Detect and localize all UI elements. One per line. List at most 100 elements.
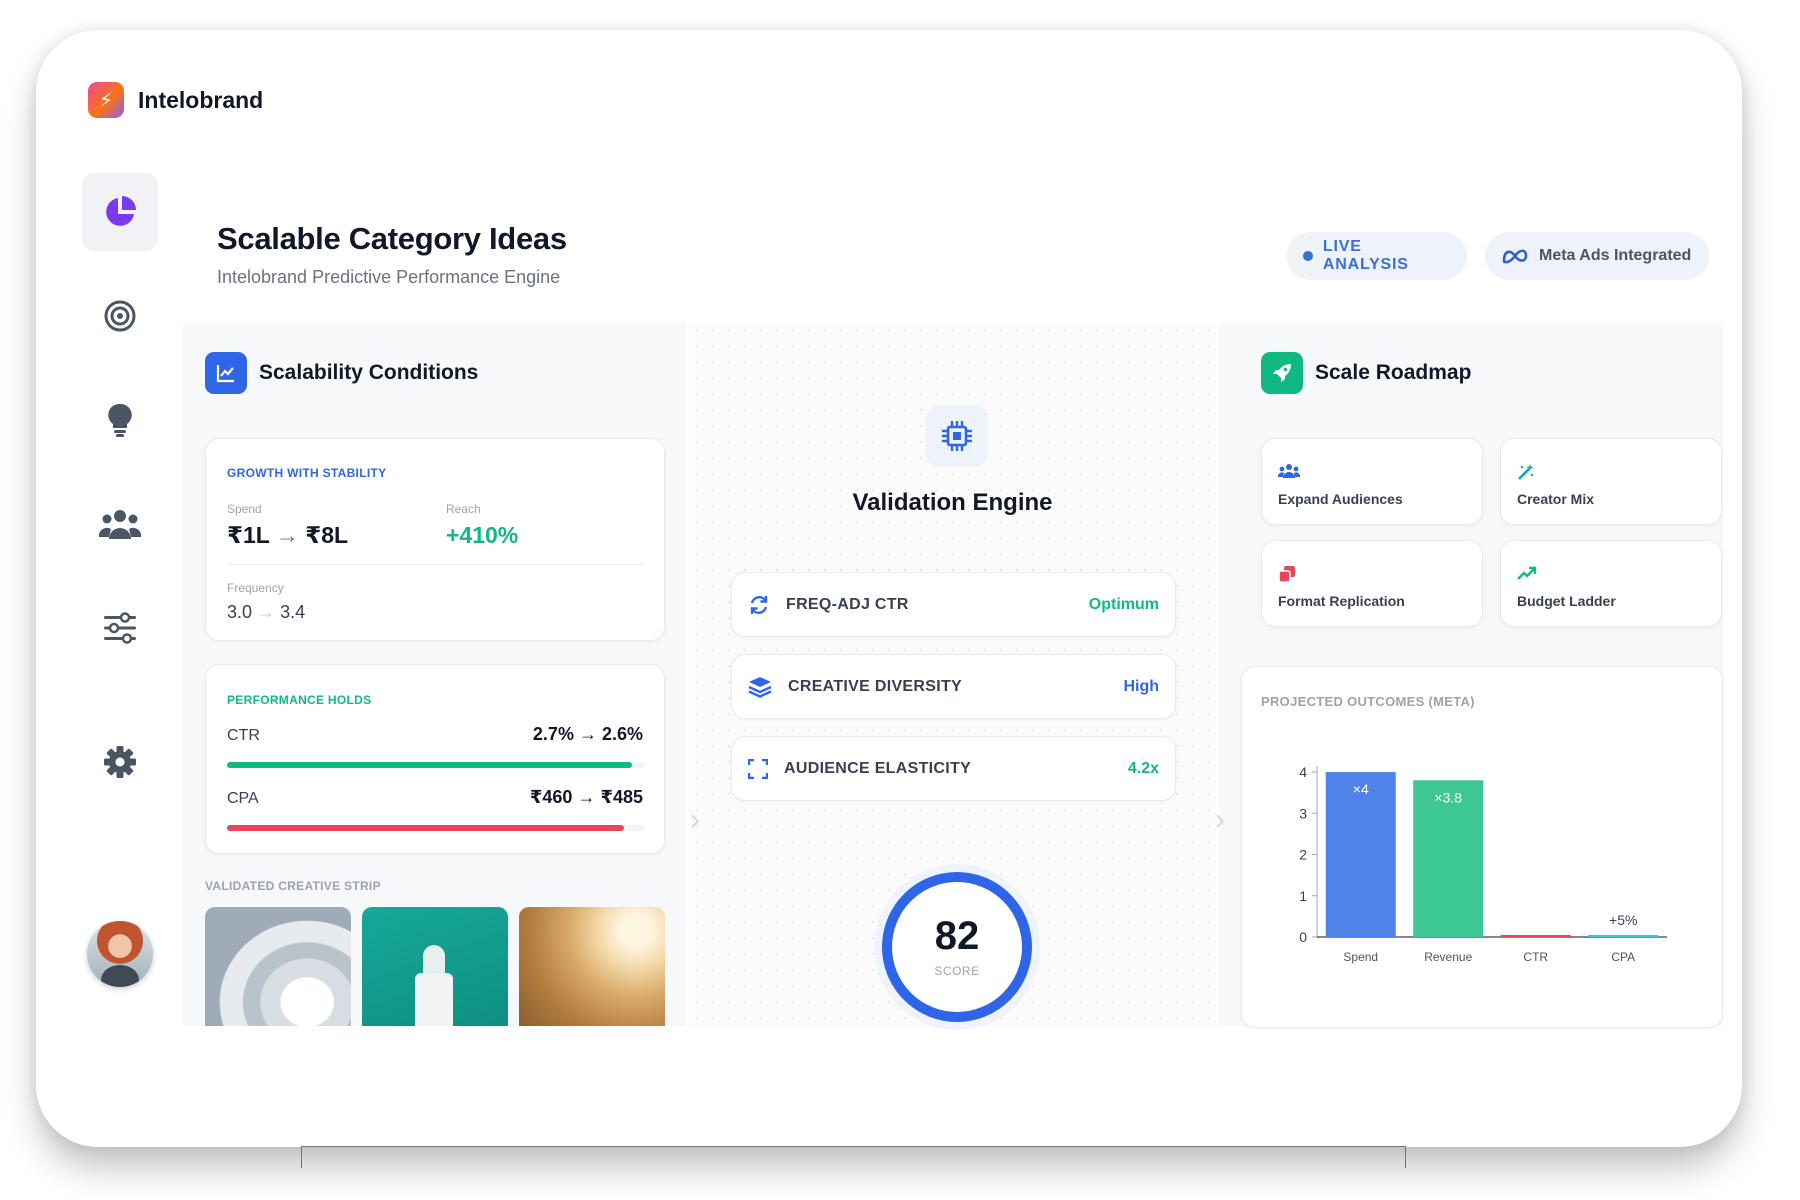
cpa-label: CPA bbox=[227, 790, 259, 807]
performance-label: PERFORMANCE HOLDS bbox=[227, 693, 372, 707]
target-icon bbox=[104, 300, 136, 332]
brand: ⚡ Intelobrand bbox=[88, 82, 263, 118]
x-tick-label: CPA bbox=[1611, 950, 1635, 964]
gear-icon bbox=[104, 746, 136, 778]
y-tick-label: 0 bbox=[1299, 929, 1307, 945]
metric-label: FREQ-ADJ CTR bbox=[786, 595, 909, 613]
bar-data-label: +5% bbox=[1609, 912, 1637, 928]
creative-thumb-warm[interactable] bbox=[519, 907, 665, 1026]
x-tick-label: Revenue bbox=[1424, 950, 1472, 964]
live-analysis-label: LIVE ANALYSIS bbox=[1322, 238, 1409, 273]
creative-thumb-bottle[interactable] bbox=[362, 907, 508, 1026]
performance-card: PERFORMANCE HOLDS CTR 2.7% → 2.6% CPA ₹4… bbox=[205, 664, 665, 854]
x-tick-label: CTR bbox=[1523, 950, 1548, 964]
cpa-value: ₹460 → ₹485 bbox=[529, 787, 643, 807]
roadmap-item-creator-mix[interactable]: Creator Mix bbox=[1500, 438, 1722, 525]
expand-icon bbox=[748, 758, 768, 779]
cpa-bar-fill bbox=[227, 825, 625, 831]
chart-title: PROJECTED OUTCOMES (META) bbox=[1261, 694, 1475, 709]
meta-ads-label: Meta Ads Integrated bbox=[1539, 247, 1692, 264]
ctr-value: 2.7% → 2.6% bbox=[532, 724, 643, 744]
app-name: Intelobrand bbox=[138, 86, 264, 113]
y-tick-label: 3 bbox=[1299, 805, 1307, 821]
x-tick-label: Spend bbox=[1343, 950, 1378, 964]
roadmap-item-format-replication[interactable]: Format Replication bbox=[1261, 540, 1483, 627]
live-dot-icon bbox=[1303, 251, 1313, 261]
sidebar-item-settings[interactable] bbox=[82, 723, 158, 801]
layers-icon bbox=[748, 676, 772, 698]
creative-thumb-cream[interactable] bbox=[205, 907, 351, 1026]
stand-line bbox=[301, 1146, 1406, 1168]
bar-spend bbox=[1325, 772, 1396, 937]
bar-revenue bbox=[1413, 780, 1484, 937]
frequency-value: 3.0 → 3.4 bbox=[227, 602, 306, 622]
users-icon bbox=[99, 510, 141, 539]
roadmap-item-budget-ladder[interactable]: Budget Ladder bbox=[1500, 540, 1722, 627]
cpa-bar bbox=[227, 825, 645, 831]
validation-engine-title: Validation Engine bbox=[852, 489, 1053, 516]
frequency-label: Frequency bbox=[227, 581, 284, 595]
sliders-icon bbox=[104, 612, 136, 644]
metric-value: Optimum bbox=[1088, 595, 1159, 613]
projected-outcomes-chart: 0 1 2 3 4 ×4 Spend ×3.8 Revenue CTR +5% CPA bbox=[1299, 764, 1667, 964]
rocket-icon bbox=[1261, 352, 1303, 394]
bolt-icon: ⚡ bbox=[88, 82, 124, 118]
roadmap-item-label: Creator Mix bbox=[1517, 491, 1595, 507]
score-label: SCORE bbox=[934, 964, 980, 978]
bar-cpa bbox=[1588, 934, 1659, 937]
ctr-label: CTR bbox=[227, 727, 260, 744]
roadmap-item-label: Expand Audiences bbox=[1278, 491, 1403, 507]
app-window: ⚡ Intelobrand bbox=[36, 30, 1742, 1147]
lightbulb-icon bbox=[108, 403, 132, 437]
spend-label: Spend bbox=[227, 502, 262, 516]
metric-value: 4.2x bbox=[1127, 759, 1159, 777]
y-tick-label: 4 bbox=[1299, 764, 1307, 780]
sidebar-item-targets[interactable] bbox=[82, 277, 158, 355]
chevron-right-icon: › bbox=[1215, 803, 1225, 836]
metric-value: High bbox=[1123, 677, 1159, 695]
score-ring: 82 SCORE bbox=[882, 872, 1032, 1022]
bar-ctr bbox=[1500, 935, 1571, 937]
roadmap-title: Scale Roadmap bbox=[1315, 361, 1472, 384]
y-tick-label: 1 bbox=[1299, 888, 1307, 904]
growth-divider bbox=[227, 564, 645, 565]
roadmap-item-expand-audiences[interactable]: Expand Audiences bbox=[1261, 438, 1483, 525]
users-icon bbox=[1278, 464, 1300, 478]
bar-data-label: ×4 bbox=[1353, 781, 1369, 797]
copy-icon bbox=[1278, 566, 1295, 583]
metric-freq-adj-ctr[interactable]: FREQ-ADJ CTR Optimum bbox=[731, 572, 1176, 637]
growth-card: GROWTH WITH STABILITY Spend ₹1L → ₹8L Re… bbox=[205, 438, 665, 641]
meta-ads-badge[interactable]: Meta Ads Integrated bbox=[1485, 232, 1709, 280]
roadmap-item-label: Budget Ladder bbox=[1517, 593, 1616, 609]
magic-wand-icon bbox=[1518, 464, 1534, 480]
chevron-right-icon: › bbox=[690, 803, 700, 836]
trend-up-icon bbox=[1517, 566, 1537, 580]
roadmap-header: Scale Roadmap bbox=[1261, 352, 1471, 394]
projected-outcomes-card: PROJECTED OUTCOMES (META) 0 1 2 3 4 ×4 Spend ×3… bbox=[1241, 666, 1723, 1028]
refresh-icon bbox=[750, 595, 768, 614]
y-tick-label: 2 bbox=[1299, 847, 1307, 863]
sidebar-item-ideas[interactable] bbox=[82, 381, 158, 459]
reach-label: Reach bbox=[446, 502, 481, 516]
sidebar-item-controls[interactable] bbox=[82, 589, 158, 667]
metric-label: AUDIENCE ELASTICITY bbox=[784, 759, 972, 777]
page-subtitle: Intelobrand Predictive Performance Engin… bbox=[217, 267, 561, 287]
metric-audience-elasticity[interactable]: AUDIENCE ELASTICITY 4.2x bbox=[731, 736, 1176, 801]
meta-logo-icon bbox=[1502, 249, 1528, 264]
scalability-title: Scalability Conditions bbox=[259, 361, 479, 384]
spend-value: ₹1L → ₹8L bbox=[227, 522, 349, 548]
pie-chart-icon bbox=[106, 196, 136, 226]
avatar[interactable] bbox=[87, 921, 153, 987]
bar-data-label: ×3.8 bbox=[1434, 789, 1462, 805]
sidebar-item-audiences[interactable] bbox=[82, 485, 158, 563]
scalability-header: Scalability Conditions bbox=[205, 352, 478, 394]
creative-strip-title: VALIDATED CREATIVE STRIP bbox=[205, 879, 381, 893]
roadmap-item-label: Format Replication bbox=[1278, 593, 1405, 609]
growth-label: GROWTH WITH STABILITY bbox=[227, 466, 387, 480]
cpu-chip-icon bbox=[926, 405, 988, 467]
metric-creative-diversity[interactable]: CREATIVE DIVERSITY High bbox=[731, 654, 1176, 719]
sidebar-item-dashboard[interactable] bbox=[82, 173, 158, 251]
live-analysis-badge[interactable]: LIVE ANALYSIS bbox=[1287, 232, 1467, 280]
page-title: Scalable Category Ideas bbox=[217, 221, 567, 256]
ctr-bar bbox=[227, 762, 645, 768]
